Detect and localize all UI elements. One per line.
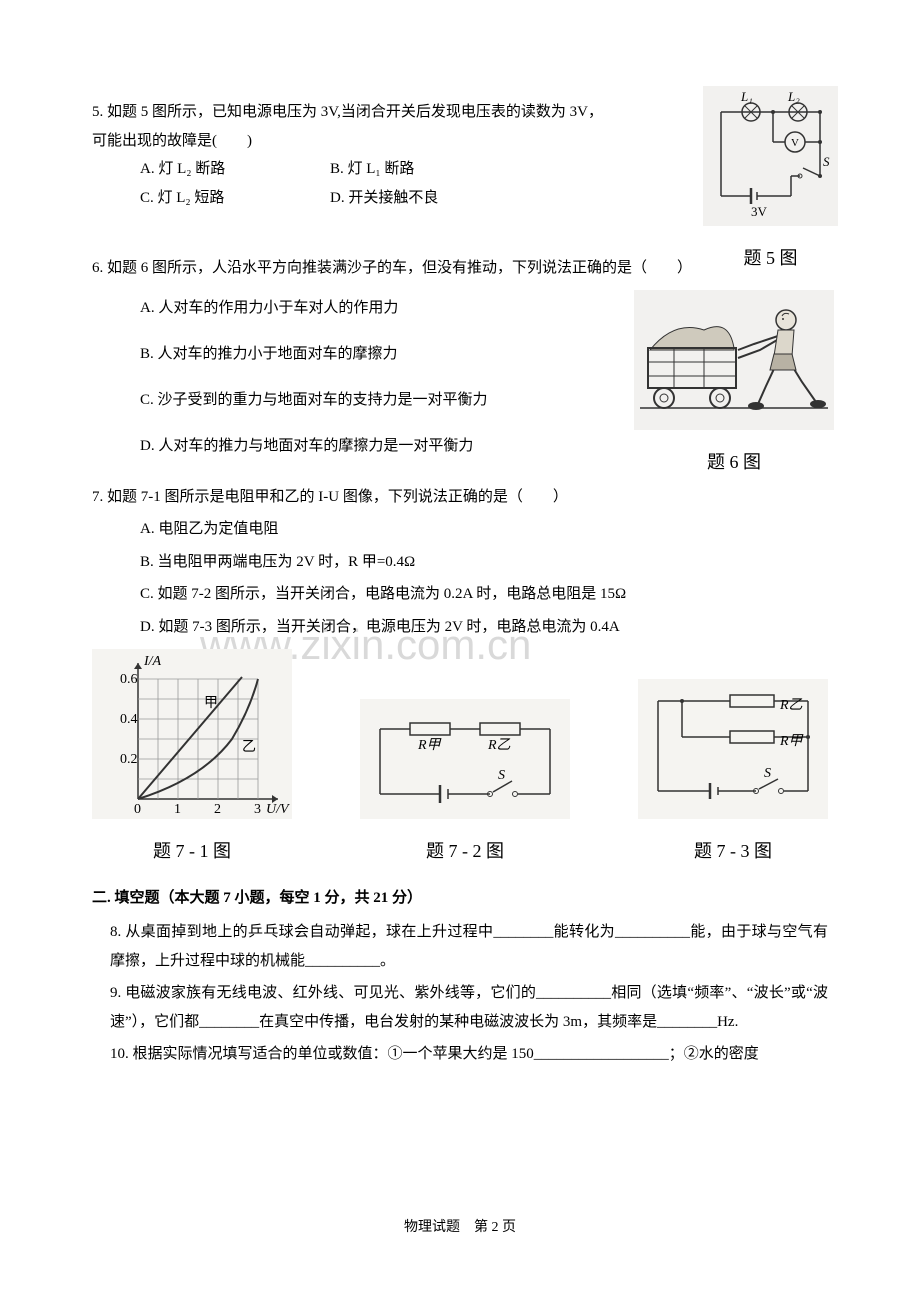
page-content: V S 3V L₁ L₂ 题 5 图 5 bbox=[92, 98, 828, 1069]
svg-text:S: S bbox=[498, 768, 505, 783]
svg-text:0.2: 0.2 bbox=[120, 752, 138, 767]
q8-text: 8. 从桌面掉到地上的乒乓球会自动弹起，球在上升过程中________能转化为_… bbox=[92, 918, 828, 975]
svg-text:U/V: U/V bbox=[266, 802, 290, 817]
svg-text:3V: 3V bbox=[751, 204, 768, 219]
figure-6-caption: 题 6 图 bbox=[634, 445, 834, 479]
svg-text:0.6: 0.6 bbox=[120, 672, 138, 687]
figure-7-3: S R乙 R甲 题 7 - 3 图 bbox=[638, 679, 828, 868]
svg-text:甲: 甲 bbox=[204, 696, 218, 711]
svg-text:R乙: R乙 bbox=[779, 698, 803, 713]
q5-optB: B. 灯 L₁ 断路 bbox=[330, 155, 414, 184]
q6-text: 6. 如题 6 图所示，人沿水平方向推装满沙子的车，但没有推动，下列说法正确的是… bbox=[92, 254, 828, 283]
question-6: 6. 如题 6 图所示，人沿水平方向推装满沙子的车，但没有推动，下列说法正确的是… bbox=[92, 254, 828, 467]
iv-graph-svg: 0.2 0.4 0.6 0 1 2 3 I/A U/V 甲 乙 bbox=[92, 649, 292, 819]
svg-text:R甲: R甲 bbox=[417, 738, 442, 753]
svg-text:S: S bbox=[823, 154, 830, 169]
parallel-circuit-svg: S R乙 R甲 bbox=[638, 679, 828, 819]
q7-text: 7. 如题 7-1 图所示是电阻甲和乙的 I-U 图像，下列说法正确的是（ ） bbox=[92, 483, 828, 512]
q9-text: 9. 电磁波家族有无线电波、红外线、可见光、紫外线等，它们的__________… bbox=[92, 979, 828, 1036]
q10-text: 10. 根据实际情况填写适合的单位或数值：①一个苹果大约是 150_______… bbox=[92, 1040, 828, 1069]
section-2-heading: 二. 填空题（本大题 7 小题，每空 1 分，共 21 分） bbox=[92, 884, 828, 913]
svg-text:I/A: I/A bbox=[143, 654, 162, 669]
q7-optB: B. 当电阻甲两端电压为 2V 时，R 甲=0.4Ω bbox=[140, 548, 828, 577]
q7-optC: C. 如题 7-2 图所示，当开关闭合，电路电流为 0.2A 时，电路总电阻是 … bbox=[140, 580, 828, 609]
svg-text:L₁: L₁ bbox=[740, 89, 753, 104]
svg-text:1: 1 bbox=[174, 802, 181, 817]
svg-text:2: 2 bbox=[214, 802, 221, 817]
figure-7-2-caption: 题 7 - 2 图 bbox=[360, 834, 570, 868]
cart-push-svg bbox=[634, 290, 834, 430]
q7-options: A. 电阻乙为定值电阻 B. 当电阻甲两端电压为 2V 时，R 甲=0.4Ω C… bbox=[92, 515, 828, 641]
question-7: 7. 如题 7-1 图所示是电阻甲和乙的 I-U 图像，下列说法正确的是（ ） … bbox=[92, 483, 828, 868]
series-circuit-svg: S R甲 R乙 bbox=[360, 699, 570, 819]
figure-6: 题 6 图 bbox=[634, 290, 834, 479]
svg-text:3: 3 bbox=[254, 802, 261, 817]
q7-optD: D. 如题 7-3 图所示，当开关闭合，电源电压为 2V 时，电路总电流为 0.… bbox=[140, 613, 828, 642]
circuit-5-svg: V S 3V L₁ L₂ bbox=[703, 86, 838, 226]
svg-text:乙: 乙 bbox=[242, 739, 256, 755]
question-5: V S 3V L₁ L₂ 题 5 图 5 bbox=[92, 98, 828, 212]
q7-optA: A. 电阻乙为定值电阻 bbox=[140, 515, 828, 544]
q5-optC: C. 灯 L₂ 短路 bbox=[140, 184, 330, 213]
svg-text:V: V bbox=[791, 137, 799, 149]
svg-text:L₂: L₂ bbox=[787, 89, 800, 104]
svg-text:R甲: R甲 bbox=[779, 734, 804, 749]
svg-text:0: 0 bbox=[134, 802, 141, 817]
svg-text:S: S bbox=[764, 766, 771, 781]
q7-figures-row: 0.2 0.4 0.6 0 1 2 3 I/A U/V 甲 乙 题 7 - 1 … bbox=[92, 649, 828, 868]
page-footer: 物理试题 第 2 页 bbox=[0, 1215, 920, 1242]
figure-7-1-caption: 题 7 - 1 图 bbox=[92, 834, 292, 868]
figure-7-1: 0.2 0.4 0.6 0 1 2 3 I/A U/V 甲 乙 题 7 - 1 … bbox=[92, 649, 292, 868]
q5-optA: A. 灯 L₂ 断路 bbox=[140, 155, 330, 184]
q5-optD: D. 开关接触不良 bbox=[330, 184, 438, 213]
svg-text:R乙: R乙 bbox=[487, 738, 511, 753]
svg-text:0.4: 0.4 bbox=[120, 712, 138, 727]
figure-5: V S 3V L₁ L₂ 题 5 图 bbox=[703, 86, 838, 275]
figure-7-3-caption: 题 7 - 3 图 bbox=[638, 834, 828, 868]
figure-7-2: S R甲 R乙 题 7 - 2 图 bbox=[360, 699, 570, 868]
